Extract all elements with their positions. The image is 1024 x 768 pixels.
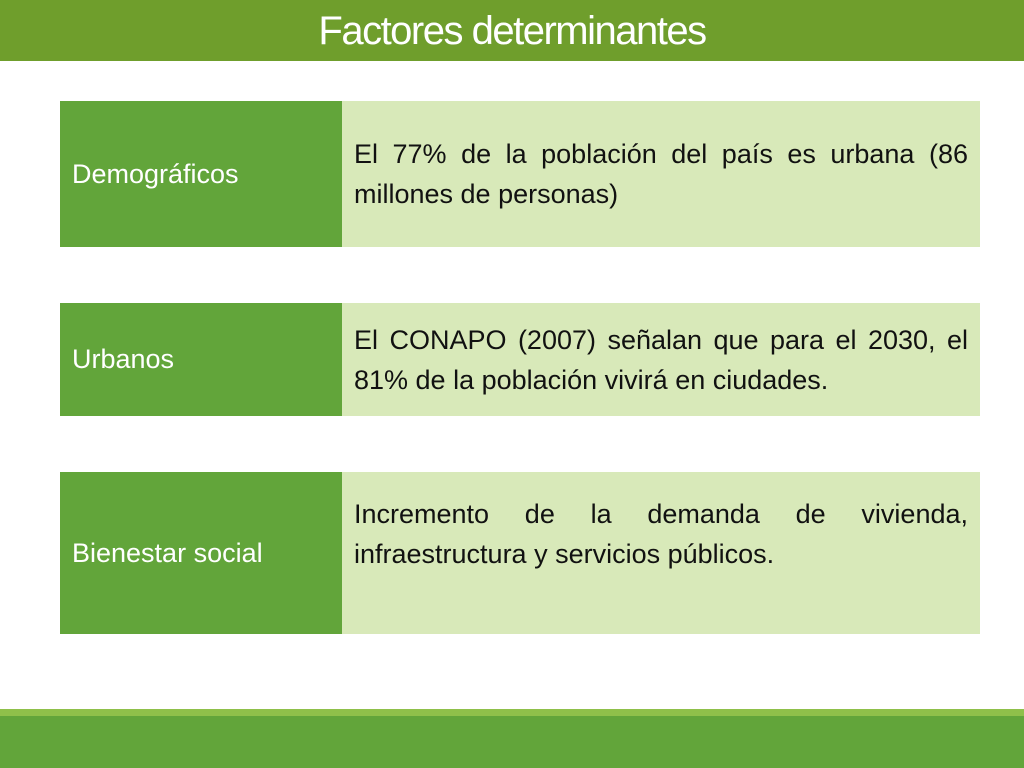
slide-title: Factores determinantes [318,8,707,53]
footer-accent-line [0,709,1024,716]
factor-row-bienestar-social: Bienestar social Incremento de la demand… [60,472,980,634]
factor-description-cell: El CONAPO (2007) señalan que para el 203… [342,303,980,416]
factor-description: El 77% de la población del país es urban… [354,139,968,209]
factor-description: El CONAPO (2007) señalan que para el 203… [354,324,968,395]
factor-description-cell: Incremento de la demanda de vivienda, in… [342,472,980,634]
factor-label: Bienestar social [60,472,342,634]
factor-description-cell: El 77% de la población del país es urban… [342,101,980,247]
title-bar: Factores determinantes [0,0,1024,61]
factor-row-urbanos: Urbanos El CONAPO (2007) señalan que par… [60,303,980,416]
footer-bar [0,716,1024,768]
factor-label: Urbanos [60,303,342,416]
factor-description: Incremento de la demanda de vivienda, in… [354,499,968,569]
factor-row-demograficos: Demográficos El 77% de la población del … [60,101,980,247]
factor-label: Demográficos [60,101,342,247]
